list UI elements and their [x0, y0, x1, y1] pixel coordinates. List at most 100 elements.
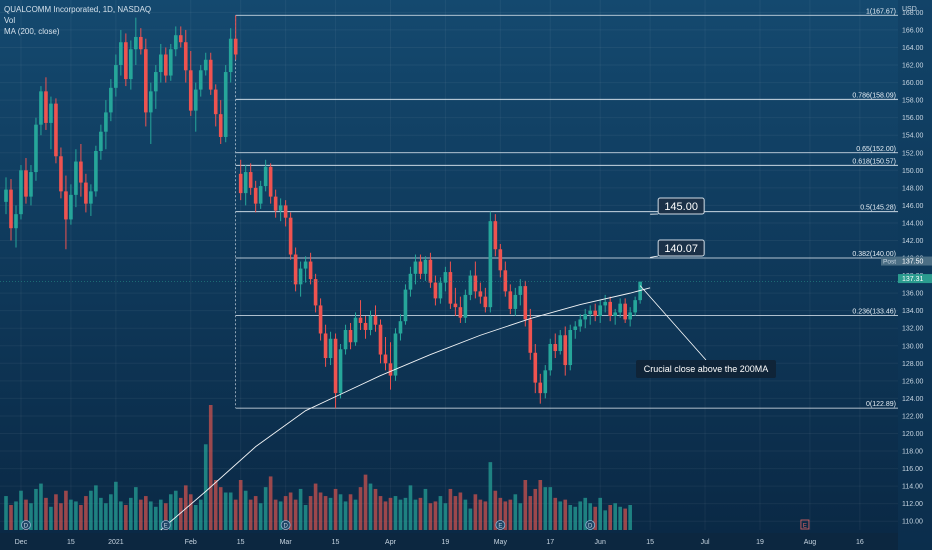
- candle-body[interactable]: [423, 259, 428, 274]
- candle-body[interactable]: [303, 261, 308, 269]
- candle-body[interactable]: [338, 349, 343, 394]
- candle-body[interactable]: [558, 335, 563, 352]
- candle-body[interactable]: [593, 310, 598, 316]
- candle-body[interactable]: [288, 217, 293, 255]
- legend-vol[interactable]: Vol: [4, 16, 16, 25]
- candle-body[interactable]: [119, 42, 123, 66]
- candle-body[interactable]: [428, 259, 433, 283]
- candle-body[interactable]: [583, 314, 588, 320]
- candle-body[interactable]: [413, 261, 418, 274]
- candle-body[interactable]: [54, 103, 58, 157]
- candle-body[interactable]: [104, 112, 108, 132]
- candle-body[interactable]: [158, 54, 163, 73]
- event-marker[interactable]: [280, 520, 291, 530]
- candle-body[interactable]: [94, 151, 98, 192]
- candle-body[interactable]: [19, 170, 23, 215]
- candle-body[interactable]: [243, 172, 248, 194]
- candle-body[interactable]: [168, 49, 173, 76]
- candle-body[interactable]: [398, 321, 403, 334]
- candle-body[interactable]: [9, 189, 13, 229]
- candle-body[interactable]: [393, 333, 398, 376]
- candle-body[interactable]: [383, 354, 388, 364]
- candle-body[interactable]: [543, 370, 548, 394]
- candle-body[interactable]: [343, 329, 348, 350]
- candle-body[interactable]: [508, 291, 513, 309]
- candle-body[interactable]: [183, 42, 188, 71]
- candle-body[interactable]: [14, 214, 18, 229]
- candle-body[interactable]: [59, 156, 63, 192]
- candle-body[interactable]: [503, 270, 508, 292]
- candle-body[interactable]: [378, 324, 383, 355]
- candle-body[interactable]: [298, 268, 303, 285]
- candle-body[interactable]: [633, 300, 637, 313]
- candle-body[interactable]: [278, 205, 283, 211]
- candle-body[interactable]: [523, 286, 528, 320]
- legend-symbol[interactable]: QUALCOMM Incorporated, 1D, NASDAQ: [4, 5, 152, 14]
- event-marker[interactable]: [585, 520, 596, 530]
- candle-body[interactable]: [233, 38, 238, 55]
- candle-body[interactable]: [388, 363, 393, 376]
- annotation-box[interactable]: [636, 360, 776, 378]
- candle-body[interactable]: [74, 161, 78, 195]
- candle-body[interactable]: [258, 186, 263, 204]
- candle-body[interactable]: [443, 272, 448, 283]
- candle-body[interactable]: [488, 221, 493, 308]
- candle-body[interactable]: [478, 291, 483, 297]
- candle-body[interactable]: [173, 35, 178, 50]
- candle-body[interactable]: [433, 282, 438, 299]
- candle-body[interactable]: [99, 131, 103, 152]
- candle-body[interactable]: [493, 221, 498, 250]
- candle-body[interactable]: [468, 275, 473, 295]
- candle-body[interactable]: [463, 294, 468, 318]
- candle-body[interactable]: [228, 38, 233, 73]
- candle-body[interactable]: [148, 91, 153, 113]
- candle-body[interactable]: [573, 326, 578, 330]
- candle-body[interactable]: [318, 305, 323, 334]
- candle-body[interactable]: [323, 333, 328, 359]
- candle-body[interactable]: [563, 335, 568, 366]
- candle-body[interactable]: [603, 301, 608, 306]
- candle-body[interactable]: [553, 344, 558, 352]
- candle-body[interactable]: [448, 272, 453, 304]
- callout-box[interactable]: [657, 197, 705, 215]
- candle-body[interactable]: [528, 319, 533, 353]
- candle-body[interactable]: [248, 172, 253, 188]
- candle-body[interactable]: [124, 42, 128, 80]
- candle-body[interactable]: [513, 294, 518, 309]
- candle-body[interactable]: [69, 194, 73, 220]
- candle-body[interactable]: [49, 103, 53, 123]
- candle-body[interactable]: [273, 196, 278, 211]
- event-marker[interactable]: [160, 520, 171, 530]
- candle-body[interactable]: [358, 317, 363, 323]
- candle-body[interactable]: [623, 303, 627, 320]
- candle-body[interactable]: [64, 191, 68, 220]
- candle-body[interactable]: [4, 189, 8, 202]
- candle-body[interactable]: [618, 303, 622, 313]
- candle-body[interactable]: [348, 329, 353, 343]
- candle-body[interactable]: [24, 170, 28, 197]
- candle-body[interactable]: [598, 305, 603, 316]
- candle-body[interactable]: [313, 279, 318, 306]
- candle-body[interactable]: [518, 286, 523, 295]
- future-event-marker[interactable]: [800, 519, 810, 530]
- candle-body[interactable]: [363, 322, 368, 330]
- candle-body[interactable]: [39, 91, 43, 125]
- candle-body[interactable]: [608, 301, 612, 316]
- candle-body[interactable]: [114, 65, 118, 88]
- candle-body[interactable]: [79, 161, 83, 183]
- candle-body[interactable]: [203, 59, 208, 71]
- candle-body[interactable]: [438, 282, 443, 299]
- candle-body[interactable]: [193, 89, 198, 111]
- candle-body[interactable]: [403, 289, 408, 322]
- event-marker[interactable]: [495, 520, 506, 530]
- candle-body[interactable]: [283, 205, 288, 218]
- candle-body[interactable]: [458, 307, 463, 318]
- candle-body[interactable]: [84, 182, 88, 204]
- candle-body[interactable]: [548, 344, 553, 371]
- candle-body[interactable]: [163, 54, 168, 76]
- time-axis[interactable]: [0, 533, 898, 550]
- legend-ma[interactable]: MA (200, close): [4, 27, 60, 36]
- candle-body[interactable]: [218, 114, 223, 137]
- candle-body[interactable]: [238, 173, 243, 194]
